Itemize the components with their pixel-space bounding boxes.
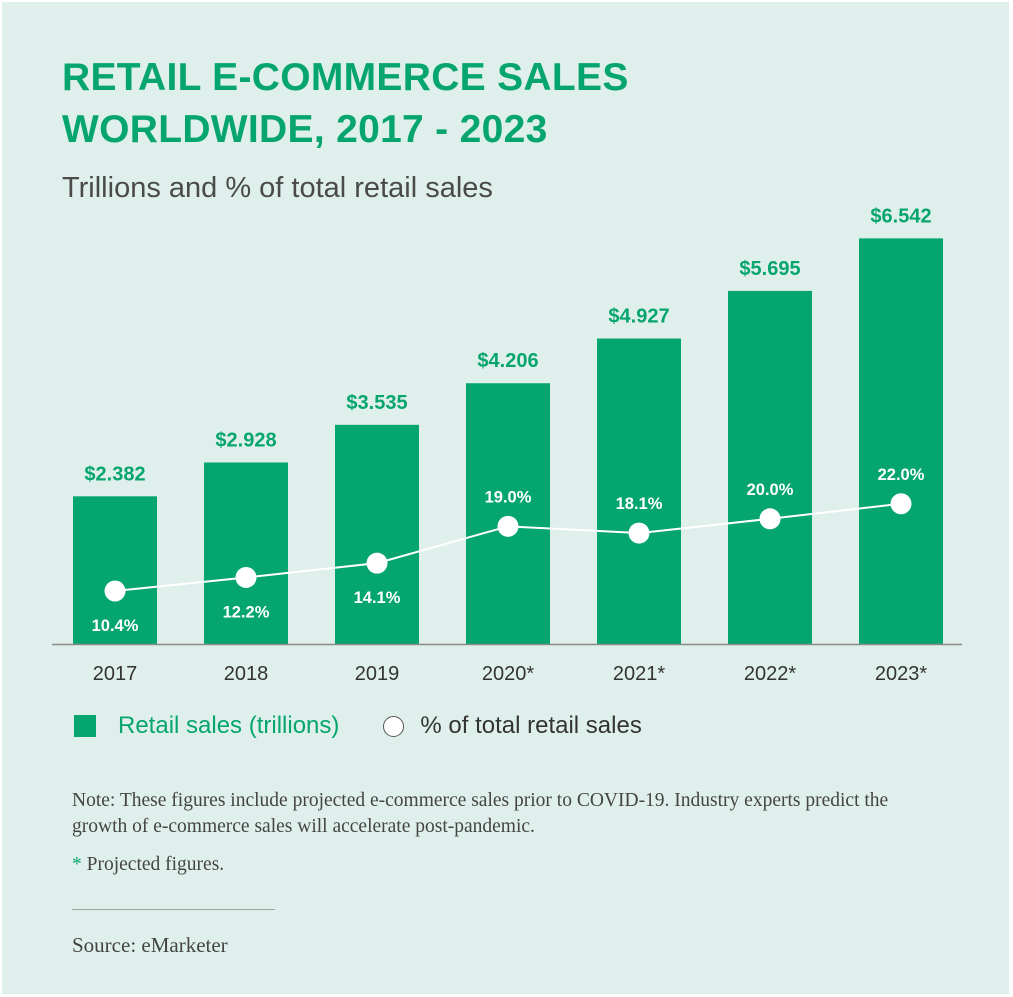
bar-2 xyxy=(335,424,419,644)
pct-value-label-6: 22.0% xyxy=(878,466,925,484)
pct-point-3 xyxy=(497,515,519,537)
bar-value-label-0: $2.382 xyxy=(84,463,145,485)
bar-value-label-4: $4.927 xyxy=(608,306,669,328)
chart-title-line2: WORLDWIDE, 2017 - 2023 xyxy=(62,108,548,151)
pct-value-label-1: 12.2% xyxy=(223,603,270,621)
chart-title: RETAIL E-COMMERCE SALES WORLDWIDE, 2017 … xyxy=(62,52,822,156)
bar-value-label-5: $5.695 xyxy=(739,258,800,280)
pct-point-4 xyxy=(628,522,650,544)
x-tick-label-1: 2018 xyxy=(224,663,269,685)
projected-footnote: * Projected figures. xyxy=(72,854,224,876)
bar-6 xyxy=(859,238,943,644)
bar-5 xyxy=(728,290,812,644)
pct-value-label-5: 20.0% xyxy=(747,481,794,499)
bar-4 xyxy=(597,338,681,644)
chart-subtitle: Trillions and % of total retail sales xyxy=(62,172,493,204)
pct-value-label-2: 14.1% xyxy=(354,589,401,607)
pct-point-1 xyxy=(235,566,257,588)
legend-line-marker xyxy=(383,715,405,737)
pct-point-6 xyxy=(890,493,912,515)
legend-bar-swatch xyxy=(74,715,96,737)
x-tick-label-3: 2020* xyxy=(482,663,534,685)
x-tick-label-4: 2021* xyxy=(613,663,665,685)
pct-value-label-4: 18.1% xyxy=(616,495,663,513)
x-tick-label-0: 2017 xyxy=(93,663,138,685)
bar-3 xyxy=(466,383,550,644)
bar-value-label-2: $3.535 xyxy=(346,392,407,414)
pct-value-label-3: 19.0% xyxy=(485,488,532,506)
pct-point-5 xyxy=(759,508,781,530)
x-tick-label-6: 2023* xyxy=(875,663,927,685)
pct-point-0 xyxy=(104,580,126,602)
source-credit: Source: eMarketer xyxy=(72,933,228,957)
pct-value-label-0: 10.4% xyxy=(92,617,139,635)
combo-chart: $2.382 2017 $2.928 2018 $3.535 2019 $4.206 2020… xyxy=(52,205,962,685)
legend-bar-label: Retail sales (trillions) xyxy=(118,712,340,739)
x-tick-label-2: 2019 xyxy=(355,663,400,685)
bar-1 xyxy=(204,462,288,644)
legend-line-label: % of total retail sales xyxy=(420,712,642,739)
projected-text: Projected figures. xyxy=(81,854,225,875)
chart-title-line1: RETAIL E-COMMERCE SALES xyxy=(62,56,629,99)
x-tick-label-5: 2022* xyxy=(744,663,796,685)
bar-value-label-6: $6.542 xyxy=(870,205,931,227)
footnote: Note: These figures include projected e-… xyxy=(72,790,889,837)
pct-point-2 xyxy=(366,552,388,574)
legend: Retail sales (trillions) % of total reta… xyxy=(74,712,642,740)
bar-0 xyxy=(73,496,157,644)
bar-value-label-1: $2.928 xyxy=(215,429,276,451)
bar-value-label-3: $4.206 xyxy=(477,350,538,372)
projected-star: * xyxy=(72,854,82,875)
divider xyxy=(72,909,275,910)
